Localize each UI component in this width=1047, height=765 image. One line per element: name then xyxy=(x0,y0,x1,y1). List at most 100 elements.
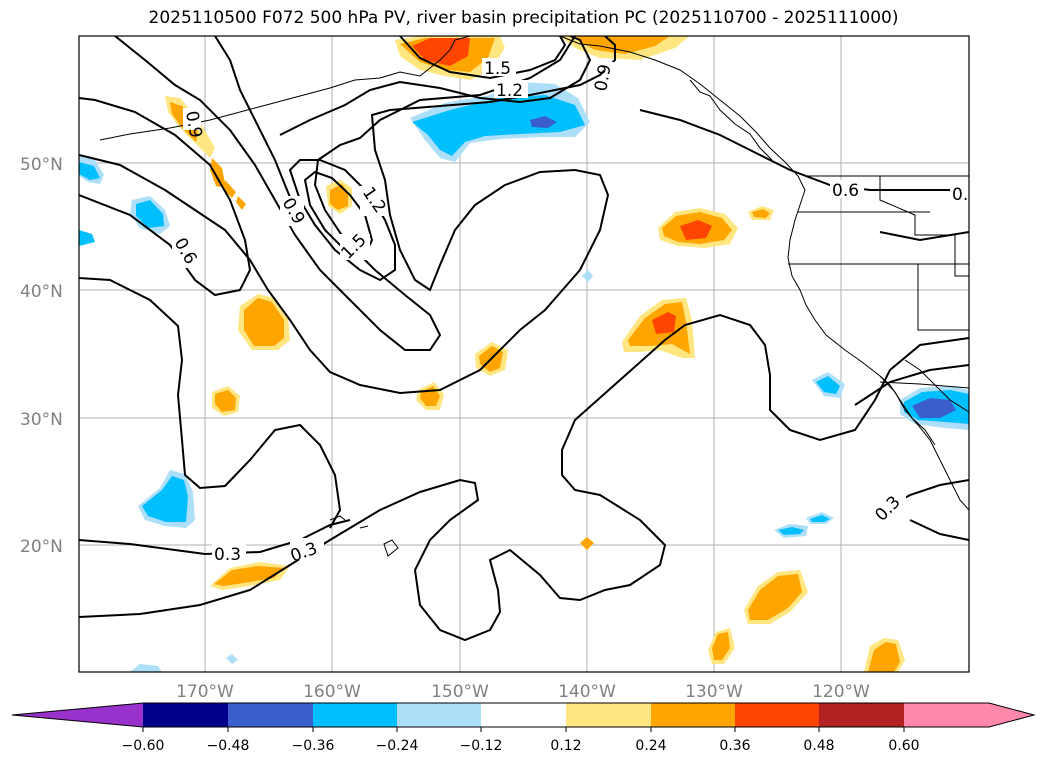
lon-label-150w: 150°W xyxy=(431,682,489,702)
aleutian-islands xyxy=(99,77,381,141)
positive-anomaly-168w-31n-core xyxy=(215,390,236,412)
map-background xyxy=(79,36,969,672)
pv-contour-0.3-west xyxy=(79,277,342,529)
contour-label-0.6-east: 0.6 xyxy=(832,181,859,201)
positive-anomaly-130w-45n-peak xyxy=(680,220,712,240)
negative-anomaly-140w-41n xyxy=(582,270,593,282)
latitude-labels: 50°N 40°N 30°N 20°N xyxy=(20,155,63,557)
contour-label-east-edge: 0. xyxy=(952,185,968,205)
colorbar-tick-label-5: −0.12 xyxy=(460,738,503,754)
precip-anomaly-shading xyxy=(79,36,969,672)
pv-contour-0.6-east xyxy=(639,109,969,191)
colorbar-tick-label-8: 0.36 xyxy=(719,738,750,754)
pv-contour-1.2 xyxy=(279,36,592,136)
positive-anomaly-small-2 xyxy=(224,180,236,198)
colorbar-bin-10 xyxy=(904,703,989,727)
positive-anomaly-133w-37n-peak xyxy=(652,312,676,334)
coastlines xyxy=(99,36,969,557)
lon-label-120w: 120°W xyxy=(812,682,870,702)
positive-anomaly-167w-18n-core xyxy=(214,566,284,586)
pv-contour-0.9-inner2 xyxy=(214,36,297,213)
contour-label-0.9-north: 0.9 xyxy=(591,63,615,93)
colorbar-bin-2 xyxy=(228,703,313,727)
gulf-alaska-coast xyxy=(559,36,806,191)
pv-contour-0.3-southwest xyxy=(79,313,969,642)
negative-anomaly-170w-11n xyxy=(226,654,238,664)
contour-label-1.2-north: 1.2 xyxy=(496,81,523,101)
colorbar-tick-label-7: 0.24 xyxy=(635,738,666,754)
colorbar-bin-9 xyxy=(819,703,904,727)
pv-contour-1.5-inner xyxy=(303,170,374,257)
canada-interior-border xyxy=(879,176,969,277)
positive-anomaly-160w-core xyxy=(330,184,348,210)
pv-contour-1.2-inner xyxy=(288,159,396,282)
colorbar-tick-label-3: −0.36 xyxy=(292,738,335,754)
lon-label-130w: 130°W xyxy=(685,682,743,702)
negative-anomaly-baja-peak xyxy=(912,398,956,418)
pv-contour-0.3-southeast xyxy=(909,519,969,541)
colorbar-tick-label-10: 0.60 xyxy=(888,738,919,754)
colorbar-tick-label-6: 0.12 xyxy=(550,738,581,754)
colorbar-bin-7 xyxy=(651,703,735,727)
positive-anomaly-small-3 xyxy=(236,196,246,210)
us-west-coast xyxy=(787,189,969,511)
negative-anomaly-gulf-of-alaska-core xyxy=(412,95,585,156)
contour-label-0.3-south-1: 0.3 xyxy=(214,545,241,565)
positive-anomaly-140w-20n xyxy=(580,537,594,550)
negative-anomaly-170w-24n-core xyxy=(142,476,188,522)
lon-label-170w: 170°W xyxy=(176,682,234,702)
longitude-labels: 170°W 160°W 150°W 140°W 130°W 120°W xyxy=(176,682,870,702)
pv-contour-0.6-bc xyxy=(879,231,969,242)
positive-anomaly-125w-47n-core xyxy=(752,209,770,218)
positive-anomaly-165w-38n-core xyxy=(244,298,284,346)
negative-anomaly-west-3 xyxy=(79,230,95,246)
lon-label-160w: 160°W xyxy=(303,682,361,702)
colorbar-bin-4 xyxy=(397,703,481,727)
colorbar-ticks xyxy=(142,727,905,732)
negative-anomaly-west-2-core xyxy=(136,200,164,228)
state-border-ca-nv xyxy=(917,264,969,331)
colorbar-extend-min xyxy=(12,703,143,727)
lon-label-140w: 140°W xyxy=(558,682,616,702)
negative-anomaly-122w-31n-core xyxy=(816,376,840,394)
chart-title: 2025110500 F072 500 hPa PV, river basin … xyxy=(148,8,899,28)
colorbar-bin-8 xyxy=(735,703,819,727)
pv-contour-0.3-south xyxy=(79,519,351,556)
colorbar-bin-6 xyxy=(566,703,651,727)
lat-label-30n: 30°N xyxy=(20,410,63,430)
negative-anomaly-west-1-core xyxy=(79,162,100,180)
bc-islands xyxy=(689,79,773,161)
negative-anomaly-gulf-of-alaska-peak xyxy=(530,116,557,128)
us-mexico-border xyxy=(879,381,969,389)
lat-label-40n: 40°N xyxy=(20,282,63,302)
colorbar-extend-max xyxy=(989,703,1034,727)
contour-label-1.5-north: 1.5 xyxy=(484,59,511,79)
positive-anomaly-130w-12n-core xyxy=(712,632,730,660)
colorbar-bin-3 xyxy=(313,703,397,727)
hawaii-2 xyxy=(359,525,369,529)
colorbar-tick-label-4: −0.24 xyxy=(376,738,419,754)
positive-anomaly-alaska-east-core xyxy=(570,36,670,54)
colorbar-tick-label-1: −0.60 xyxy=(122,738,165,754)
pv-contour-0.9-inner xyxy=(114,36,576,351)
hawaii-3 xyxy=(383,539,399,557)
pv-contour-0.9-se xyxy=(854,364,969,406)
lat-label-50n: 50°N xyxy=(20,155,63,175)
lat-label-20n: 20°N xyxy=(20,537,63,557)
colorbar: −0.60 −0.48 −0.36 −0.24 −0.12 0.12 0.24 … xyxy=(11,702,1036,754)
contour-label-0.9-west: 0.9 xyxy=(181,109,205,139)
contour-labels: 1.5 1.2 0.9 1.2 0.9 1.5 0.6 0.6 0.3 0.3 … xyxy=(170,58,969,567)
map-frame xyxy=(78,35,970,673)
pv-contour-0.6-main xyxy=(79,36,616,395)
colorbar-tick-label-2: −0.48 xyxy=(207,738,250,754)
positive-anomaly-117w-11n-core xyxy=(868,642,900,672)
negative-anomaly-120w-22n-core xyxy=(810,515,830,522)
negative-anomaly-122w-21n-core xyxy=(778,527,804,535)
colorbar-bin-5 xyxy=(481,703,566,727)
positive-anomaly-alaska-peak xyxy=(412,38,470,66)
positive-anomaly-125w-15n-core xyxy=(748,574,802,620)
positive-anomaly-small-1 xyxy=(210,158,226,188)
colorbar-bin-1 xyxy=(143,703,228,727)
negative-anomaly-bottom-left xyxy=(130,664,162,672)
